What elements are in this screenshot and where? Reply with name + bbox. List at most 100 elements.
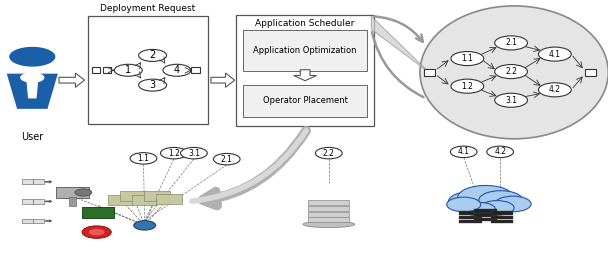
Circle shape [82, 226, 111, 238]
FancyArrowPatch shape [374, 17, 423, 42]
Circle shape [538, 47, 571, 61]
FancyArrow shape [211, 73, 234, 87]
Circle shape [495, 64, 527, 79]
Text: 4: 4 [174, 65, 180, 75]
Circle shape [446, 197, 481, 212]
Text: 1.1: 1.1 [462, 54, 473, 63]
Text: 1.2: 1.2 [462, 82, 473, 91]
FancyBboxPatch shape [33, 199, 43, 204]
Text: 3.1: 3.1 [188, 149, 200, 158]
FancyBboxPatch shape [157, 194, 181, 204]
FancyBboxPatch shape [132, 195, 158, 205]
FancyArrow shape [45, 219, 52, 223]
Circle shape [487, 146, 513, 157]
Text: 1.1: 1.1 [138, 154, 149, 163]
Circle shape [451, 52, 484, 66]
FancyArrowPatch shape [372, 32, 423, 97]
Circle shape [134, 221, 156, 230]
FancyBboxPatch shape [144, 191, 170, 201]
Circle shape [139, 50, 167, 61]
FancyBboxPatch shape [474, 209, 497, 213]
Circle shape [480, 201, 514, 215]
FancyArrowPatch shape [203, 131, 306, 205]
Circle shape [75, 189, 92, 196]
Circle shape [20, 72, 44, 83]
FancyArrow shape [294, 70, 317, 81]
FancyBboxPatch shape [243, 85, 367, 117]
Text: Deployment Request: Deployment Request [100, 4, 195, 13]
FancyArrow shape [45, 180, 52, 184]
Text: 3: 3 [150, 80, 156, 90]
FancyBboxPatch shape [120, 191, 146, 201]
Text: 1: 1 [125, 65, 132, 75]
Circle shape [495, 36, 527, 50]
Text: User: User [21, 132, 43, 142]
Circle shape [538, 83, 571, 97]
Text: 4.2: 4.2 [549, 85, 561, 94]
Ellipse shape [303, 221, 354, 228]
FancyBboxPatch shape [108, 195, 133, 205]
Ellipse shape [420, 6, 608, 139]
Circle shape [180, 148, 207, 159]
Circle shape [163, 64, 191, 76]
Text: 2.1: 2.1 [221, 155, 233, 164]
FancyBboxPatch shape [491, 211, 513, 215]
Circle shape [448, 192, 495, 211]
Text: 4.1: 4.1 [549, 50, 561, 59]
FancyArrowPatch shape [192, 131, 306, 201]
Circle shape [495, 93, 527, 107]
Circle shape [114, 64, 143, 76]
Circle shape [457, 185, 513, 209]
FancyBboxPatch shape [459, 216, 482, 219]
FancyBboxPatch shape [424, 69, 435, 76]
FancyBboxPatch shape [88, 16, 208, 124]
Circle shape [450, 146, 477, 157]
Circle shape [9, 47, 55, 67]
FancyBboxPatch shape [308, 211, 350, 217]
Text: 2.2: 2.2 [505, 67, 517, 76]
Polygon shape [371, 16, 429, 72]
Text: Application Optimization: Application Optimization [253, 46, 357, 55]
Circle shape [495, 196, 531, 212]
Text: 3.1: 3.1 [505, 96, 517, 105]
FancyBboxPatch shape [308, 206, 350, 211]
FancyBboxPatch shape [236, 15, 374, 125]
Circle shape [463, 203, 495, 216]
FancyBboxPatch shape [459, 211, 482, 215]
Circle shape [213, 154, 240, 165]
Text: 4.2: 4.2 [494, 147, 506, 156]
FancyBboxPatch shape [92, 67, 100, 73]
FancyBboxPatch shape [23, 179, 33, 184]
Polygon shape [26, 79, 38, 99]
Circle shape [161, 148, 187, 159]
FancyBboxPatch shape [23, 219, 33, 223]
Text: 4.1: 4.1 [458, 147, 470, 156]
Circle shape [479, 191, 523, 209]
FancyBboxPatch shape [585, 69, 596, 76]
Text: Application Scheduler: Application Scheduler [255, 19, 355, 29]
FancyBboxPatch shape [33, 219, 43, 223]
Circle shape [139, 79, 167, 91]
Text: 2.1: 2.1 [505, 39, 517, 47]
Circle shape [315, 148, 342, 159]
Circle shape [451, 79, 484, 93]
Polygon shape [7, 74, 58, 109]
FancyBboxPatch shape [103, 67, 111, 73]
Text: 2: 2 [149, 50, 156, 61]
FancyBboxPatch shape [56, 187, 89, 198]
FancyBboxPatch shape [308, 217, 350, 222]
FancyBboxPatch shape [23, 199, 33, 204]
FancyBboxPatch shape [33, 179, 43, 184]
FancyBboxPatch shape [82, 207, 114, 218]
Text: 2.2: 2.2 [323, 149, 335, 158]
FancyBboxPatch shape [491, 216, 513, 219]
FancyBboxPatch shape [191, 67, 200, 73]
Circle shape [89, 229, 105, 236]
FancyBboxPatch shape [474, 214, 497, 217]
FancyBboxPatch shape [491, 220, 513, 223]
FancyBboxPatch shape [69, 197, 76, 205]
FancyArrow shape [59, 73, 85, 87]
FancyArrow shape [45, 200, 52, 203]
Text: Operator Placement: Operator Placement [262, 96, 348, 105]
FancyBboxPatch shape [308, 200, 350, 205]
